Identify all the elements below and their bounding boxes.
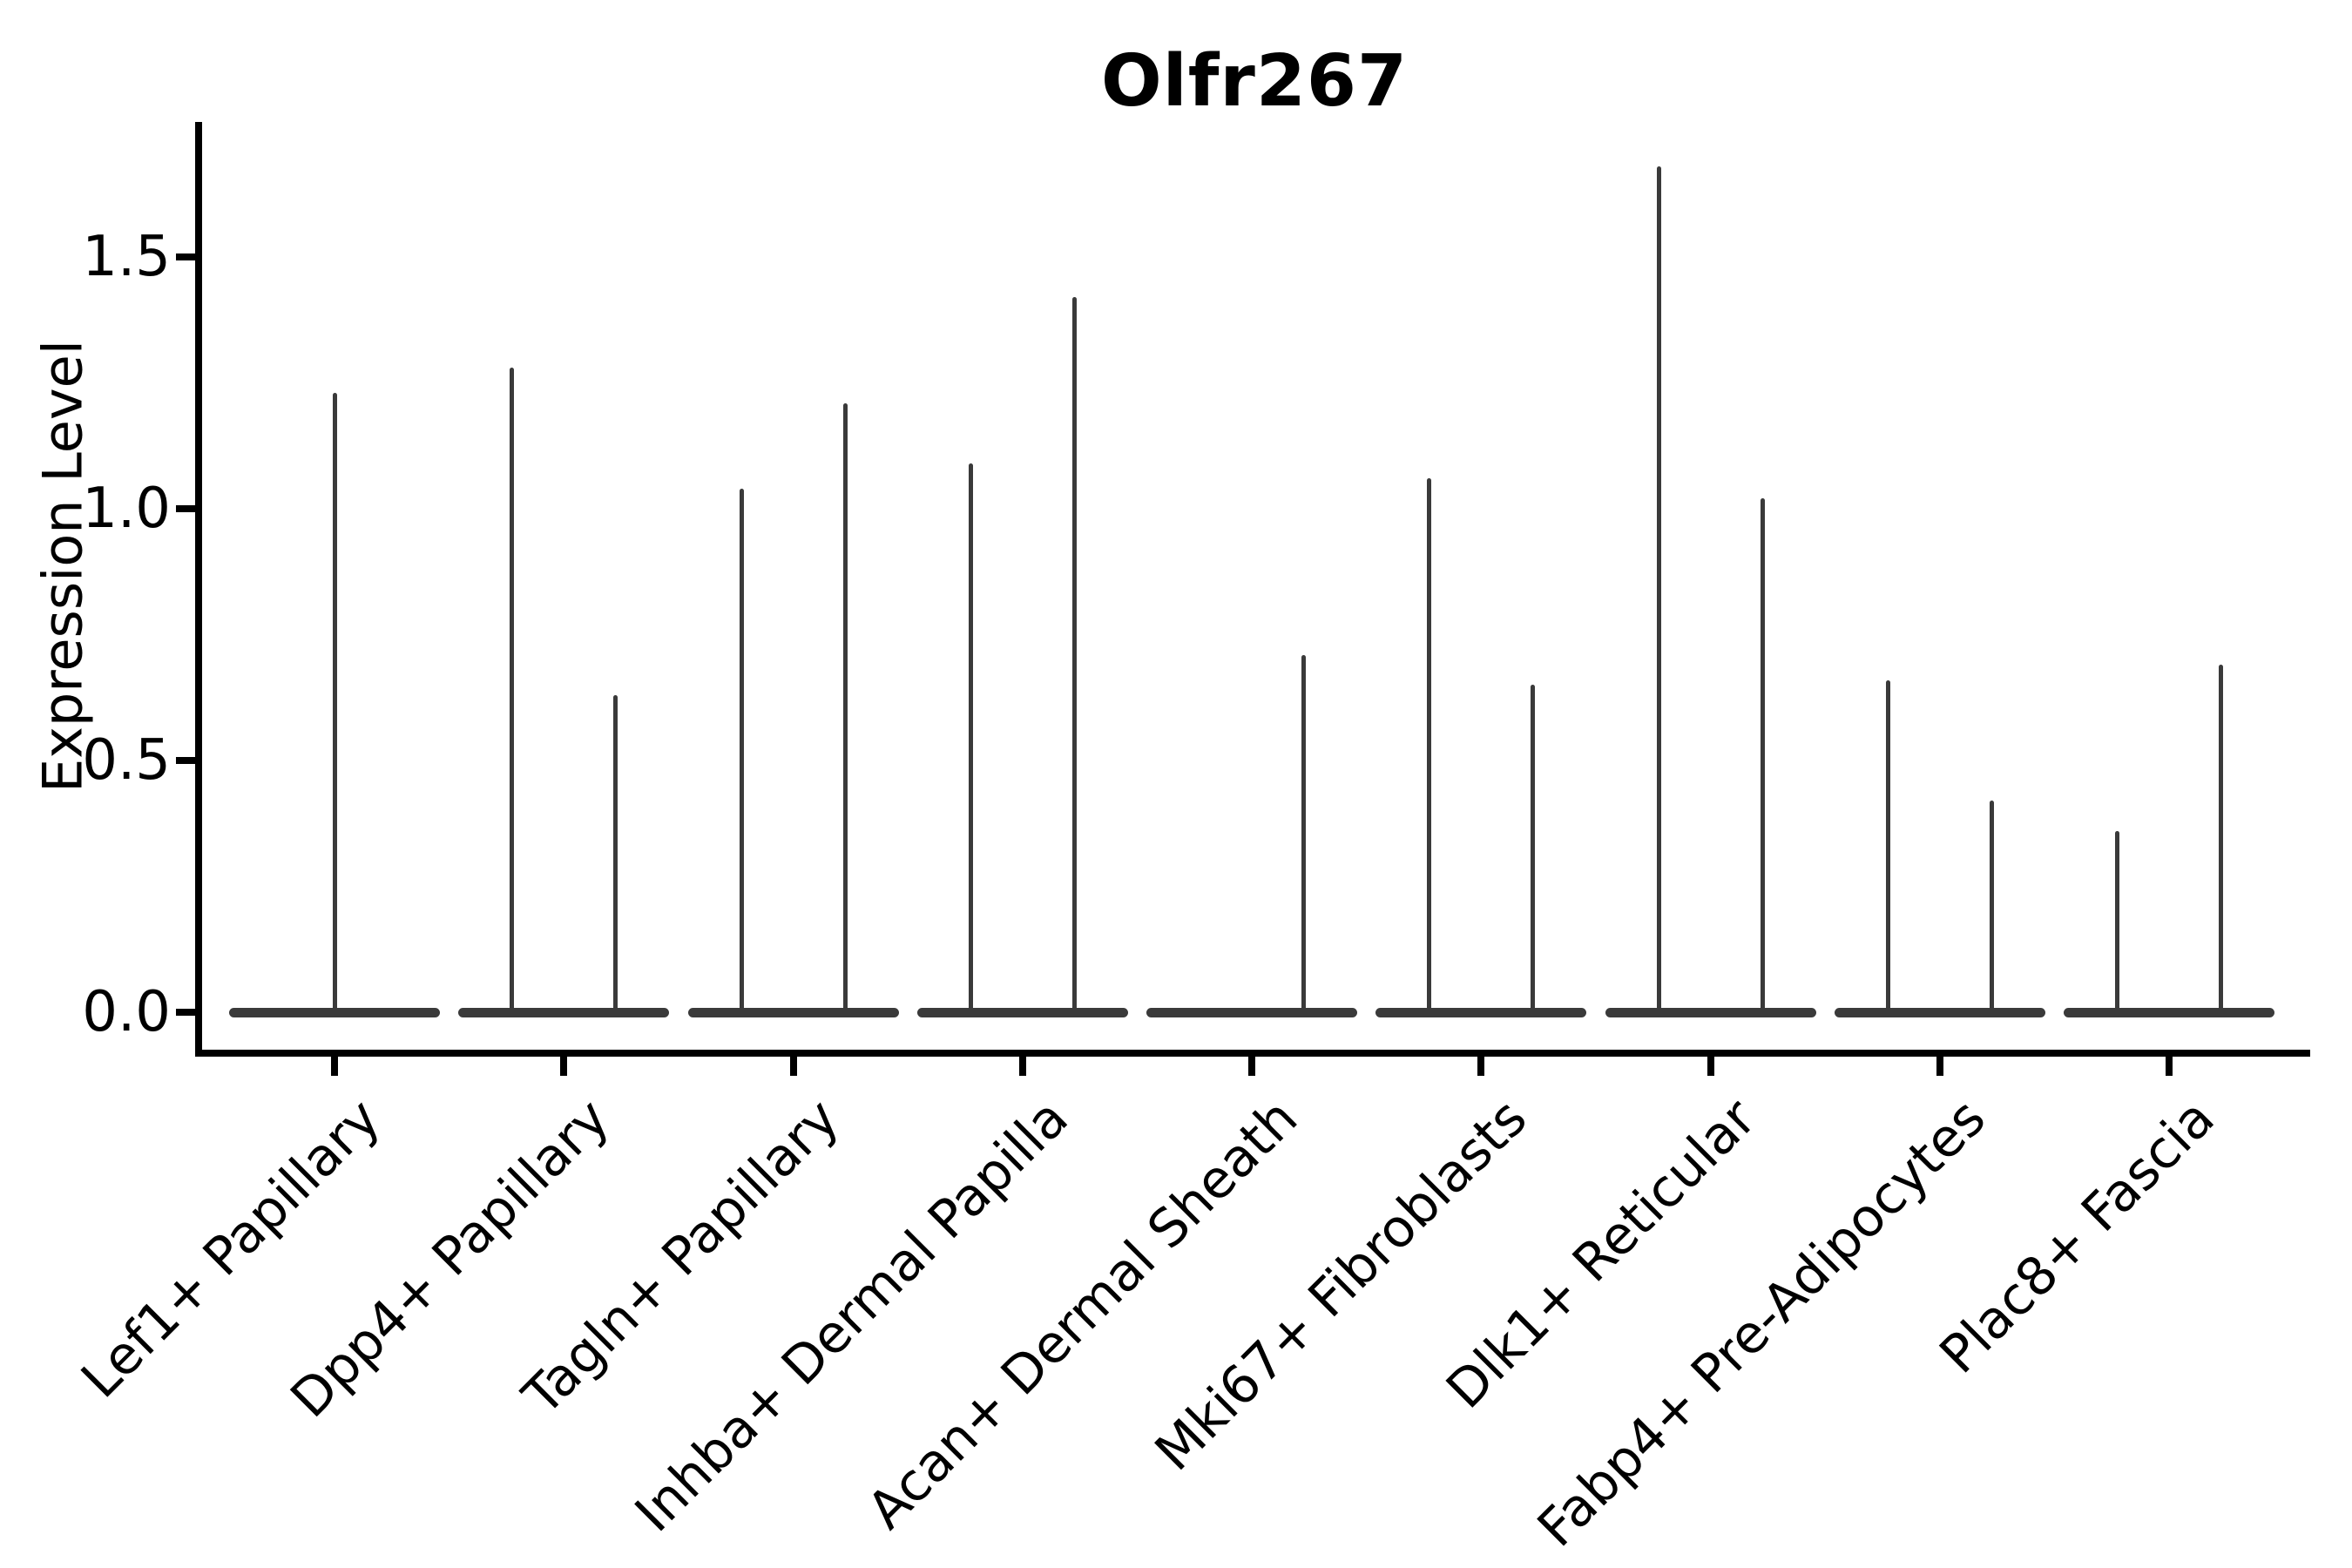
y-tick-label: 1.5 [82,225,171,289]
x-tick [1936,1057,1943,1076]
violin-spike [1427,478,1432,1012]
violin-baseline [1605,1007,1816,1017]
x-category-label: Acan+ Dermal Sheath [855,1087,1309,1542]
violin-spike [1885,679,1890,1012]
y-tick [176,1009,195,1016]
y-tick-label: 1.0 [82,476,171,541]
violin-spike [1071,297,1077,1012]
violin-spike [1760,498,1765,1012]
y-axis-line [195,122,202,1057]
x-tick [1707,1057,1714,1076]
x-axis-line [195,1050,2310,1057]
x-tick [2166,1057,2173,1076]
violin-spike [1656,166,1661,1012]
y-tick [176,253,195,260]
x-tick [1018,1057,1026,1076]
violin-baseline [687,1007,899,1017]
violin-spike [1301,654,1306,1012]
y-tick-label: 0.0 [82,980,171,1044]
y-tick-label: 0.5 [82,728,171,793]
x-tick [560,1057,568,1076]
violin-spike [613,694,618,1012]
x-category-label: Fabp4+ Pre-Adipocytes [1525,1087,1997,1559]
x-tick [1477,1057,1485,1076]
y-axis-label: Expression Level [30,340,95,793]
violin-baseline [1146,1007,1357,1017]
violin-baseline [1834,1007,2045,1017]
violin-baseline [458,1007,670,1017]
violin-spike [739,488,744,1012]
x-tick [331,1057,338,1076]
x-tick [789,1057,797,1076]
x-category-label: Inhba+ Dermal Papilla [623,1087,1080,1544]
plot-title: Olfr267 [1100,40,1409,123]
violin-spike [968,463,973,1012]
x-tick [1248,1057,1255,1076]
violin-spike [2219,665,2223,1012]
violin-spike [1989,801,1994,1012]
violin-spike [1531,685,1536,1012]
violin-baseline [229,1007,440,1017]
violin-spike [510,368,515,1012]
violin-baseline [916,1007,1128,1017]
violin-spike [842,402,848,1012]
y-tick [176,757,195,764]
violin-spike [2115,830,2119,1012]
y-tick [176,505,195,512]
violin-spike [332,393,337,1012]
violin-baseline [1375,1007,1587,1017]
violin-baseline [2064,1007,2274,1017]
